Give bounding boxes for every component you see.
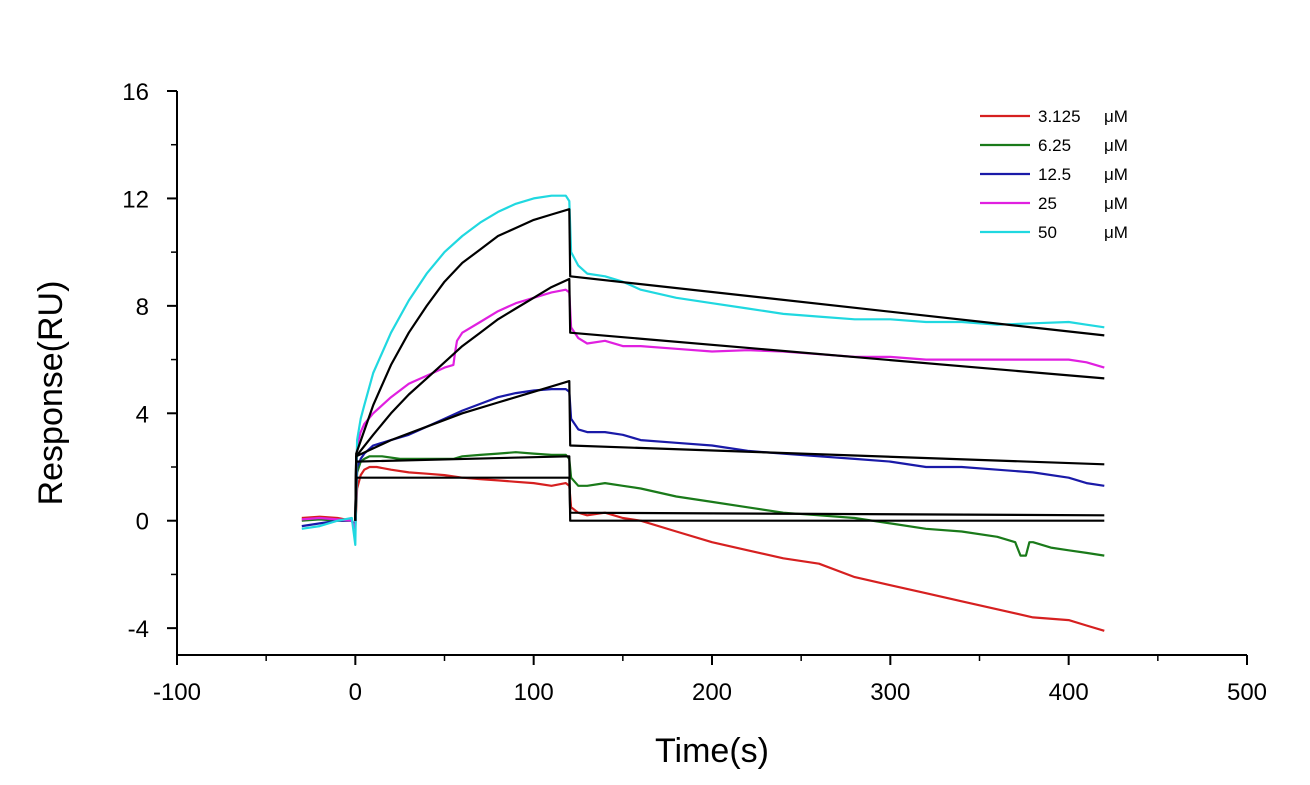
y-tick-label: 8 xyxy=(136,294,149,321)
y-tick-label: -4 xyxy=(128,616,149,643)
legend-label: 3.125 xyxy=(1038,107,1081,126)
legend-unit: μM xyxy=(1104,136,1128,155)
series-line-2 xyxy=(301,451,1105,557)
legend: 3.125 μM 6.25 μM 12.5 μM 25 μM 50 μM xyxy=(980,107,1128,242)
fit-line-2 xyxy=(354,455,1105,522)
y-axis-title: Response(RU) xyxy=(32,281,70,506)
axes xyxy=(167,90,1248,665)
legend-label: 25 xyxy=(1038,194,1057,213)
fit-curves xyxy=(354,208,1105,522)
legend-label: 12.5 xyxy=(1038,165,1071,184)
legend-label: 6.25 xyxy=(1038,136,1071,155)
legend-unit: μM xyxy=(1104,165,1128,184)
y-tick-label: 0 xyxy=(136,509,149,536)
y-tick-label: 4 xyxy=(136,401,149,428)
x-tick-label: -100 xyxy=(153,679,201,706)
y-tick-label: 12 xyxy=(122,186,149,213)
x-tick-label: 400 xyxy=(1049,679,1089,706)
series-line-3 xyxy=(301,388,1105,528)
series-line-5 xyxy=(301,194,1105,546)
series-line-1 xyxy=(301,465,1105,632)
fit-line-5 xyxy=(354,208,1105,521)
y-tick-label: 16 xyxy=(122,79,149,106)
x-tick-label: 100 xyxy=(514,679,554,706)
x-axis-title: Time(s) xyxy=(655,732,769,770)
series-curves xyxy=(301,194,1105,632)
series-line-4 xyxy=(301,288,1105,530)
tick-labels: -100 0 100 200 300 400 500 -4 0 4 8 12 16 xyxy=(122,79,1267,706)
x-tick-label: 0 xyxy=(349,679,362,706)
fit-line-3 xyxy=(354,380,1105,521)
x-tick-label: 200 xyxy=(692,679,732,706)
fit-line-4 xyxy=(354,277,1105,521)
x-tick-label: 300 xyxy=(870,679,910,706)
legend-unit: μM xyxy=(1104,107,1128,126)
legend-label: 50 xyxy=(1038,223,1057,242)
legend-unit: μM xyxy=(1104,194,1128,213)
fit-line-1 xyxy=(354,476,1105,521)
x-tick-label: 500 xyxy=(1227,679,1267,706)
legend-unit: μM xyxy=(1104,223,1128,242)
